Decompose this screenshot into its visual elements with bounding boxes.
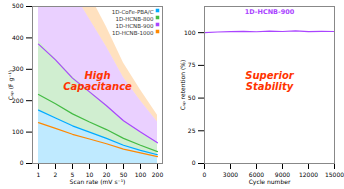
svg-text:200: 200 (152, 171, 164, 178)
svg-text:Cₛₚ retention (%): Cₛₚ retention (%) (179, 60, 186, 111)
svg-text:50: 50 (188, 94, 196, 101)
svg-text:100: 100 (135, 171, 147, 178)
svg-text:Cycle number: Cycle number (249, 178, 291, 186)
svg-text:25: 25 (188, 127, 196, 134)
svg-text:75: 75 (188, 61, 196, 68)
svg-text:200: 200 (12, 97, 24, 104)
svg-text:0: 0 (203, 171, 207, 178)
svg-text:1D-CoFe-PBA/C: 1D-CoFe-PBA/C (112, 9, 154, 15)
svg-text:1D-HCNB-800: 1D-HCNB-800 (115, 16, 154, 22)
svg-text:2: 2 (54, 171, 58, 178)
svg-text:300: 300 (12, 65, 24, 72)
svg-text:1D-HCNB-1000: 1D-HCNB-1000 (112, 30, 154, 36)
svg-text:1D-HCNB-900: 1D-HCNB-900 (115, 23, 154, 29)
svg-text:0: 0 (20, 159, 24, 166)
svg-text:Scan rate (mV s⁻¹): Scan rate (mV s⁻¹) (70, 178, 126, 185)
svg-text:0: 0 (192, 159, 196, 166)
svg-text:5: 5 (70, 170, 75, 178)
svg-text:15000: 15000 (325, 171, 344, 178)
svg-text:20: 20 (102, 170, 111, 178)
svg-text:9000: 9000 (274, 170, 291, 178)
svg-text:3000: 3000 (223, 171, 238, 178)
svg-text:50: 50 (119, 170, 128, 178)
svg-text:100: 100 (184, 29, 196, 36)
svg-text:6000: 6000 (248, 170, 265, 178)
svg-text:10: 10 (85, 170, 94, 178)
svg-text:1D-HCNB-900: 1D-HCNB-900 (245, 8, 295, 16)
svg-text:400: 400 (12, 34, 24, 41)
svg-text:100: 100 (12, 128, 24, 135)
svg-text:Cₛₚ (F g⁻¹): Cₛₚ (F g⁻¹) (7, 70, 15, 100)
svg-text:12000: 12000 (299, 171, 318, 178)
svg-text:HighCapacitance: HighCapacitance (63, 70, 132, 92)
svg-text:1: 1 (37, 171, 41, 178)
svg-text:SuperiorStability: SuperiorStability (245, 70, 294, 92)
svg-text:500: 500 (12, 2, 24, 9)
